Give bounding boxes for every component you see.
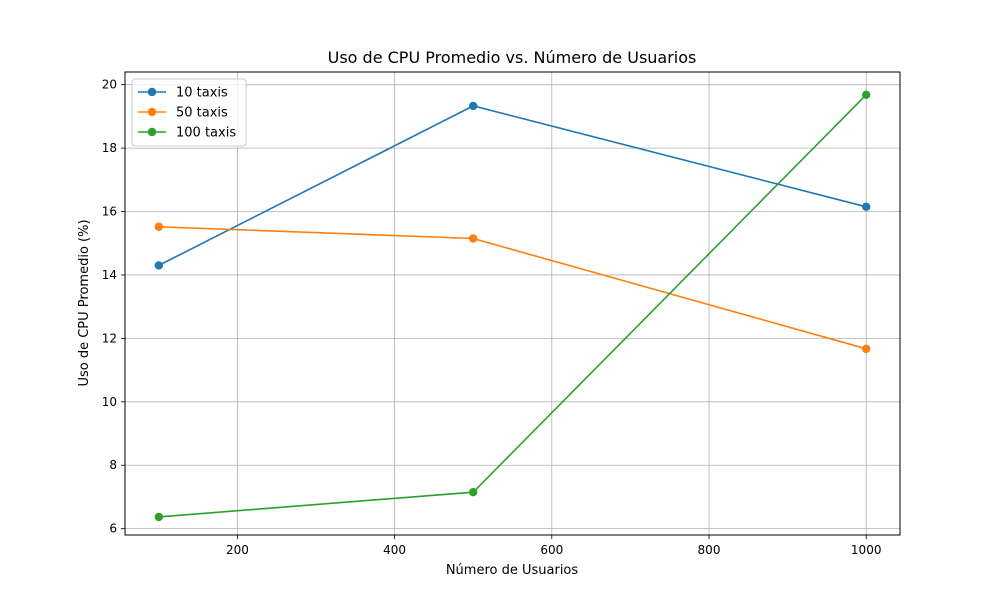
y-tick-label: 12 — [102, 331, 117, 345]
legend-marker-100-taxis — [147, 127, 157, 137]
y-tick-label: 8 — [109, 458, 117, 472]
legend-box — [131, 78, 247, 147]
x-tick-label: 200 — [226, 543, 249, 557]
legend-label-50-taxis: 50 taxis — [176, 106, 228, 121]
y-axis-ticks: 6 8 10 12 14 16 18 20 — [102, 78, 125, 536]
legend-label-10-taxis: 10 taxis — [176, 86, 228, 101]
data-point-100-taxis — [862, 90, 871, 100]
data-point-50-taxis — [154, 222, 163, 231]
data-point-10-taxis — [862, 202, 871, 211]
data-point-10-taxis — [154, 261, 163, 270]
chart-title: Uso de CPU Promedio vs. Número de Usuari… — [328, 48, 697, 67]
x-tick-label: 400 — [383, 543, 406, 557]
x-axis-label: Número de Usuarios — [446, 563, 579, 578]
plot-frame — [124, 71, 901, 536]
data-point-50-taxis — [468, 234, 478, 243]
legend: 10 taxis 50 taxis 100 taxis — [131, 78, 247, 147]
legend-label-100-taxis: 100 taxis — [176, 126, 236, 141]
grid-lines — [125, 72, 900, 535]
series-group — [154, 90, 871, 522]
y-tick-label: 14 — [102, 268, 117, 282]
y-tick-label: 20 — [102, 78, 117, 92]
x-tick-label: 600 — [540, 543, 563, 557]
data-point-50-taxis — [862, 344, 871, 354]
y-axis-label: Uso de CPU Promedio (%) — [77, 219, 92, 386]
legend-marker-50-taxis — [147, 107, 157, 117]
data-point-100-taxis — [154, 512, 163, 522]
x-axis-ticks: 200 400 600 800 1000 — [226, 535, 882, 557]
y-tick-label: 10 — [102, 395, 117, 409]
data-point-100-taxis — [468, 487, 478, 497]
x-tick-label: 1000 — [851, 543, 882, 557]
y-tick-label: 18 — [102, 141, 117, 155]
data-point-10-taxis — [468, 101, 478, 111]
y-tick-label: 16 — [102, 205, 117, 219]
y-tick-label: 6 — [109, 522, 117, 536]
x-tick-label: 800 — [698, 543, 721, 557]
legend-marker-10-taxis — [147, 87, 157, 97]
